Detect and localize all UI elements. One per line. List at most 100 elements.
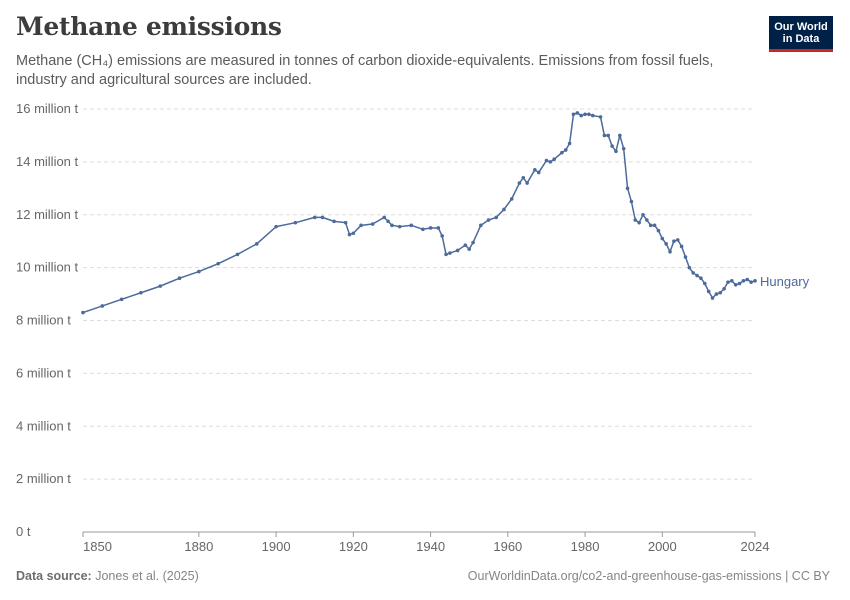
data-point[interactable] (575, 111, 580, 115)
data-point[interactable] (718, 290, 723, 295)
data-point[interactable] (618, 133, 622, 138)
data-point[interactable] (320, 215, 325, 220)
data-point[interactable] (502, 207, 506, 212)
data-point[interactable] (536, 170, 541, 175)
data-point[interactable] (753, 279, 757, 283)
data-point[interactable] (614, 149, 618, 154)
data-point[interactable] (467, 247, 472, 251)
data-point[interactable] (386, 219, 390, 224)
data-point[interactable] (730, 279, 734, 283)
data-point[interactable] (119, 297, 124, 302)
data-point[interactable] (347, 232, 352, 237)
data-point[interactable] (714, 292, 719, 296)
series-line-hungary[interactable] (82, 112, 756, 314)
data-point[interactable] (583, 112, 587, 117)
footer-url[interactable]: OurWorldinData.org/co2-and-greenhouse-ga… (467, 569, 830, 583)
data-point[interactable] (699, 276, 703, 281)
data-point[interactable] (552, 157, 556, 162)
data-point[interactable] (486, 218, 491, 222)
data-point[interactable] (625, 186, 630, 191)
data-point[interactable] (517, 181, 522, 185)
data-point[interactable] (521, 175, 526, 180)
data-point[interactable] (652, 223, 657, 228)
data-point[interactable] (158, 284, 163, 288)
data-point[interactable] (733, 283, 738, 287)
data-source-text[interactable]: Jones et al. (2025) (95, 569, 199, 583)
data-point[interactable] (560, 150, 564, 155)
data-point[interactable] (359, 223, 363, 228)
series-label[interactable]: Hungary (760, 274, 810, 289)
data-point[interactable] (598, 115, 603, 119)
data-point[interactable] (749, 280, 753, 284)
data-point[interactable] (254, 242, 259, 246)
data-point[interactable] (683, 255, 688, 259)
data-point[interactable] (637, 220, 641, 225)
data-point[interactable] (351, 231, 356, 236)
data-point[interactable] (463, 243, 468, 247)
data-point[interactable] (687, 265, 692, 270)
data-point[interactable] (567, 141, 572, 146)
data-point[interactable] (81, 310, 85, 315)
data-point[interactable] (633, 218, 638, 222)
data-point[interactable] (436, 226, 441, 230)
data-point[interactable] (274, 224, 278, 229)
data-point[interactable] (293, 220, 298, 225)
data-point[interactable] (590, 113, 595, 118)
data-point[interactable] (706, 289, 711, 294)
data-point[interactable] (428, 226, 433, 230)
data-point[interactable] (726, 280, 730, 284)
data-point[interactable] (737, 281, 742, 286)
data-point[interactable] (343, 220, 348, 225)
data-point[interactable] (440, 234, 444, 238)
data-point[interactable] (571, 112, 576, 117)
data-point[interactable] (197, 269, 201, 274)
data-point[interactable] (548, 160, 553, 164)
data-point[interactable] (695, 273, 699, 278)
data-point[interactable] (664, 242, 668, 246)
data-point[interactable] (691, 271, 696, 275)
data-point[interactable] (312, 215, 317, 220)
data-point[interactable] (525, 181, 529, 185)
data-point[interactable] (390, 223, 394, 228)
data-point[interactable] (409, 223, 414, 228)
data-point[interactable] (579, 113, 584, 118)
data-point[interactable] (444, 252, 448, 257)
data-point[interactable] (702, 281, 707, 286)
data-point[interactable] (421, 227, 425, 232)
data-point[interactable] (448, 251, 452, 255)
data-point[interactable] (606, 133, 611, 138)
data-point[interactable] (610, 144, 614, 148)
data-point[interactable] (455, 248, 460, 253)
data-point[interactable] (660, 236, 665, 241)
data-point[interactable] (139, 290, 143, 295)
data-point[interactable] (509, 197, 514, 201)
data-point[interactable] (332, 219, 336, 224)
data-point[interactable] (679, 244, 684, 249)
data-point[interactable] (382, 215, 387, 220)
data-point[interactable] (494, 215, 499, 220)
data-point[interactable] (672, 239, 676, 243)
data-point[interactable] (602, 133, 607, 138)
data-point[interactable] (478, 223, 483, 228)
data-point[interactable] (668, 249, 672, 254)
data-point[interactable] (745, 277, 750, 282)
data-point[interactable] (648, 223, 653, 228)
data-point[interactable] (645, 218, 649, 222)
data-point[interactable] (641, 212, 645, 217)
data-point[interactable] (177, 276, 182, 281)
data-point[interactable] (587, 112, 591, 117)
data-point[interactable] (629, 199, 634, 204)
data-point[interactable] (235, 252, 240, 257)
data-point[interactable] (710, 296, 715, 300)
data-point[interactable] (533, 168, 537, 172)
data-point[interactable] (544, 158, 549, 163)
owid-logo[interactable]: Our World in Data (769, 16, 833, 52)
data-point[interactable] (675, 238, 680, 242)
data-point[interactable] (722, 286, 726, 291)
data-point[interactable] (621, 146, 626, 151)
data-point[interactable] (370, 222, 375, 226)
data-point[interactable] (100, 304, 105, 308)
data-point[interactable] (656, 228, 661, 233)
data-point[interactable] (471, 240, 475, 245)
data-point[interactable] (397, 224, 402, 229)
